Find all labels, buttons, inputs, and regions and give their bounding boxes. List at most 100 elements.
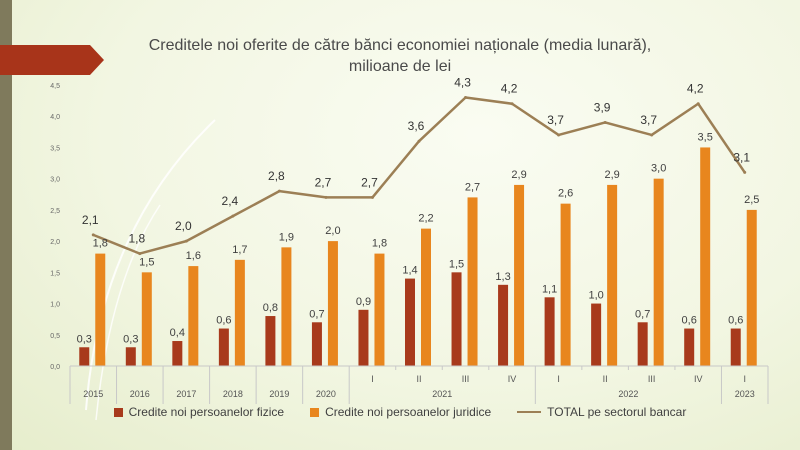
- bar-juridice: [234, 259, 245, 366]
- x-tick-label: II: [416, 374, 421, 384]
- bar-fizice: [311, 322, 322, 366]
- bar-juridice: [607, 184, 618, 366]
- bar-fizice: [358, 309, 369, 366]
- line-point-total: [91, 233, 95, 237]
- data-label-total: 2,7: [315, 175, 332, 189]
- x-tick-label: 2019: [269, 389, 289, 399]
- bar-fizice: [218, 328, 229, 366]
- chart-legend: Credite noi persoanelor fizice Credite n…: [0, 405, 800, 419]
- data-label-fizice: 0,3: [77, 333, 92, 345]
- line-point-total: [510, 102, 514, 106]
- legend-swatch-juridice: [310, 407, 320, 417]
- x-group-label: 2021: [432, 389, 452, 399]
- y-tick-label: 4,0: [50, 114, 60, 121]
- x-tick-label: II: [603, 374, 608, 384]
- bar-juridice: [560, 203, 571, 366]
- x-group-label: 2022: [618, 389, 638, 399]
- data-label-juridice: 2,9: [604, 169, 619, 181]
- chart-line-layer: [91, 95, 747, 256]
- y-tick-label: 2,5: [50, 208, 60, 215]
- slide-accent-bar: [0, 0, 12, 450]
- x-tick-label: I: [743, 374, 746, 384]
- line-point-total: [743, 170, 747, 174]
- bar-fizice: [172, 341, 183, 366]
- line-point-total: [417, 139, 421, 143]
- y-tick-label: 4,5: [50, 83, 60, 90]
- x-tick-label: IV: [508, 374, 517, 384]
- data-label-total: 4,2: [501, 82, 518, 96]
- x-tick-label: 2015: [83, 389, 103, 399]
- bar-fizice: [125, 347, 136, 366]
- bar-juridice: [141, 272, 152, 366]
- data-label-fizice: 0,7: [309, 308, 324, 320]
- y-tick-label: 3,0: [50, 177, 60, 184]
- data-label-juridice: 1,5: [139, 256, 154, 268]
- bar-fizice: [684, 328, 695, 366]
- bar-fizice: [265, 316, 276, 366]
- data-label-fizice: 0,6: [216, 315, 231, 327]
- data-label-total: 2,0: [175, 219, 192, 233]
- data-label-total: 1,8: [128, 232, 145, 246]
- bar-fizice: [451, 272, 462, 366]
- line-point-total: [231, 214, 235, 218]
- bar-fizice: [730, 328, 741, 366]
- y-tick-label: 0,0: [50, 364, 60, 371]
- data-label-juridice: 1,6: [186, 250, 201, 262]
- data-label-total: 2,1: [82, 213, 99, 227]
- data-label-fizice: 0,7: [635, 308, 650, 320]
- data-label-fizice: 1,1: [542, 283, 557, 295]
- bar-juridice: [653, 178, 664, 366]
- line-point-total: [370, 195, 374, 199]
- data-label-total: 4,3: [454, 75, 471, 89]
- data-label-juridice: 3,0: [651, 163, 666, 175]
- line-point-total: [138, 252, 142, 256]
- data-label-juridice: 2,5: [744, 194, 759, 206]
- line-point-total: [696, 102, 700, 106]
- bar-fizice: [544, 297, 555, 366]
- x-tick-label: I: [557, 374, 560, 384]
- y-tick-label: 2,0: [50, 239, 60, 246]
- data-label-total: 2,8: [268, 169, 285, 183]
- data-label-fizice: 0,3: [123, 333, 138, 345]
- x-tick-label: 2020: [316, 389, 336, 399]
- legend-label-fizice: Credite noi persoanelor fizice: [128, 405, 285, 419]
- x-tick-label: 2017: [176, 389, 196, 399]
- legend-item-juridice: Credite noi persoanelor juridice: [310, 405, 491, 419]
- data-label-fizice: 0,9: [356, 296, 371, 308]
- x-tick-label: III: [648, 374, 656, 384]
- bar-juridice: [281, 247, 292, 366]
- data-label-total: 3,7: [547, 113, 564, 127]
- data-label-total: 3,9: [594, 100, 611, 114]
- data-label-juridice: 1,9: [279, 231, 294, 243]
- data-label-fizice: 0,8: [263, 302, 278, 314]
- bar-fizice: [591, 303, 602, 366]
- line-point-total: [277, 189, 281, 193]
- x-tick-label: I: [371, 374, 374, 384]
- x-tick-label: IV: [694, 374, 703, 384]
- data-label-total: 3,1: [733, 150, 750, 164]
- data-label-fizice: 0,4: [170, 327, 185, 339]
- bar-juridice: [514, 184, 525, 366]
- data-label-fizice: 0,6: [728, 315, 743, 327]
- bar-juridice: [327, 241, 338, 366]
- data-label-total: 2,4: [222, 194, 239, 208]
- legend-swatch-total: [517, 411, 542, 413]
- x-tick-label: 2016: [130, 389, 150, 399]
- bar-fizice: [79, 347, 90, 366]
- data-label-fizice: 1,5: [449, 258, 464, 270]
- data-label-total: 2,7: [361, 175, 378, 189]
- data-label-total: 3,6: [408, 119, 425, 133]
- bar-fizice: [637, 322, 648, 366]
- bar-juridice: [746, 209, 757, 366]
- x-tick-label: III: [462, 374, 470, 384]
- data-label-fizice: 0,6: [682, 315, 697, 327]
- data-label-juridice: 2,0: [325, 225, 340, 237]
- bar-fizice: [498, 284, 509, 366]
- bar-juridice: [421, 228, 431, 366]
- chart-axis-layer: 0,0 0,5 1,0 1,5 2,0 2,5 3,0 3,5 4,0 4,5: [50, 83, 60, 371]
- data-label-juridice: 3,5: [698, 131, 713, 143]
- bar-fizice: [405, 278, 415, 366]
- bar-juridice: [700, 147, 711, 366]
- line-point-total: [464, 95, 468, 99]
- legend-label-total: TOTAL pe sectorul bancar: [547, 405, 687, 419]
